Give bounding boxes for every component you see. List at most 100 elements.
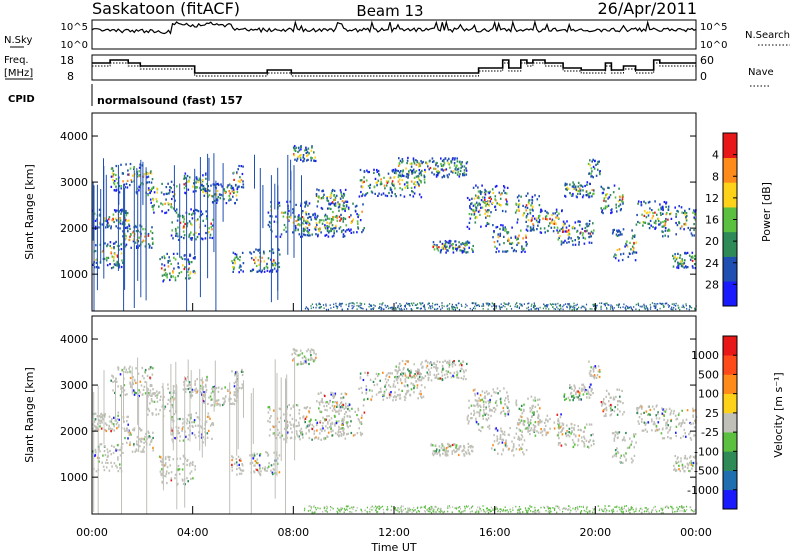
heatmap-cell <box>166 212 168 214</box>
heatmap-cell <box>260 470 262 472</box>
heatmap-cell <box>306 230 308 232</box>
heatmap-cell <box>117 415 119 417</box>
heatmap-cell <box>621 200 623 202</box>
heatmap-cell <box>347 433 349 435</box>
heatmap-cell <box>558 418 560 420</box>
heatmap-cell <box>583 237 585 239</box>
heatmap-cell <box>651 217 653 219</box>
heatmap-cell <box>106 257 108 259</box>
heatmap-cell <box>559 235 561 237</box>
heatmap-cell <box>456 248 458 250</box>
heatmap-cell <box>574 424 576 426</box>
heatmap-cell <box>413 195 415 197</box>
heatmap-cell <box>459 173 461 175</box>
nave-tick-top: 60 <box>700 54 714 67</box>
heatmap-cell <box>431 172 433 174</box>
heatmap-cell <box>297 151 299 153</box>
heatmap-cell <box>203 436 205 438</box>
nsky-label: N.Sky <box>4 35 32 46</box>
heatmap-cell <box>116 427 118 429</box>
heatmap-cell <box>428 302 429 304</box>
heatmap-cell <box>454 240 456 242</box>
heatmap-cell <box>103 466 105 468</box>
heatmap-cell <box>617 249 619 251</box>
heatmap-cell <box>149 443 151 445</box>
heatmap-cell <box>212 422 214 424</box>
heatmap-cell <box>117 418 119 420</box>
heatmap-cell <box>130 371 132 373</box>
heatmap-cell <box>446 362 448 364</box>
heatmap-cell <box>549 218 551 220</box>
heatmap-cell <box>223 403 225 405</box>
heatmap-cell <box>404 396 406 398</box>
heatmap-cell <box>232 187 234 189</box>
heatmap-cell <box>263 251 265 253</box>
heatmap-cell <box>387 182 389 184</box>
heatmap-cell <box>134 394 136 396</box>
heatmap-cell <box>187 175 189 177</box>
heatmap-cell <box>464 447 466 449</box>
heatmap-cell <box>486 419 488 421</box>
heatmap-cell <box>334 424 336 426</box>
heatmap-cell <box>306 155 308 157</box>
heatmap-cell <box>234 253 236 255</box>
heatmap-cell <box>566 306 567 308</box>
heatmap-cell <box>293 406 295 408</box>
heatmap-cell <box>149 410 151 412</box>
heatmap-cell <box>475 221 477 223</box>
heatmap-cell <box>457 168 459 170</box>
heatmap-cell <box>425 375 427 377</box>
heatmap-cell <box>387 379 389 381</box>
heatmap-cell <box>536 308 537 310</box>
heatmap-cell <box>554 220 556 222</box>
heatmap-cell <box>619 248 621 250</box>
heatmap-cell <box>151 182 153 184</box>
heatmap-cell <box>186 418 188 420</box>
heatmap-cell <box>341 393 343 395</box>
heatmap-cell <box>442 305 443 307</box>
heatmap-cell <box>518 444 520 446</box>
heatmap-cell <box>660 222 662 224</box>
heatmap-cell <box>379 380 381 382</box>
heatmap-cell <box>202 238 204 240</box>
heatmap-cell <box>333 219 335 221</box>
heatmap-cell <box>495 427 497 429</box>
heatmap-cell <box>678 267 680 269</box>
heatmap-cell <box>99 443 101 445</box>
heatmap-cell <box>665 227 667 229</box>
heatmap-cell <box>268 406 270 408</box>
heatmap-cell <box>335 216 337 218</box>
heatmap-cell <box>358 419 360 421</box>
heatmap-cell <box>405 167 407 169</box>
heatmap-cell <box>311 150 313 152</box>
heatmap-cell <box>408 174 410 176</box>
heatmap-cell <box>593 305 594 307</box>
heatmap-cell <box>300 157 302 159</box>
heatmap-cell <box>195 238 197 240</box>
heatmap-cell <box>234 403 236 405</box>
heatmap-cell <box>478 197 480 199</box>
heatmap-cell <box>311 308 312 310</box>
heatmap-cell <box>120 164 122 166</box>
heatmap-cell <box>242 384 244 386</box>
heatmap-cell <box>569 308 570 310</box>
heatmap-cell <box>182 216 184 218</box>
heatmap-cell <box>526 449 528 451</box>
heatmap-cell <box>319 432 321 434</box>
heatmap-cell <box>279 432 281 434</box>
heatmap-cell <box>652 212 654 214</box>
heatmap-cell <box>303 233 305 235</box>
heatmap-cell <box>360 304 361 306</box>
heatmap-cell <box>585 227 587 229</box>
heatmap-cell <box>315 307 316 309</box>
heatmap-cell <box>525 237 527 239</box>
heatmap-cell <box>362 229 364 231</box>
heatmap-cell <box>432 444 434 446</box>
heatmap-cell <box>294 154 296 156</box>
heatmap-cell <box>447 443 449 445</box>
heatmap-cell <box>331 218 333 220</box>
heatmap-cell <box>127 230 129 232</box>
heatmap-cell <box>228 190 230 192</box>
heatmap-cell <box>502 210 504 212</box>
heatmap-cell <box>205 237 207 239</box>
